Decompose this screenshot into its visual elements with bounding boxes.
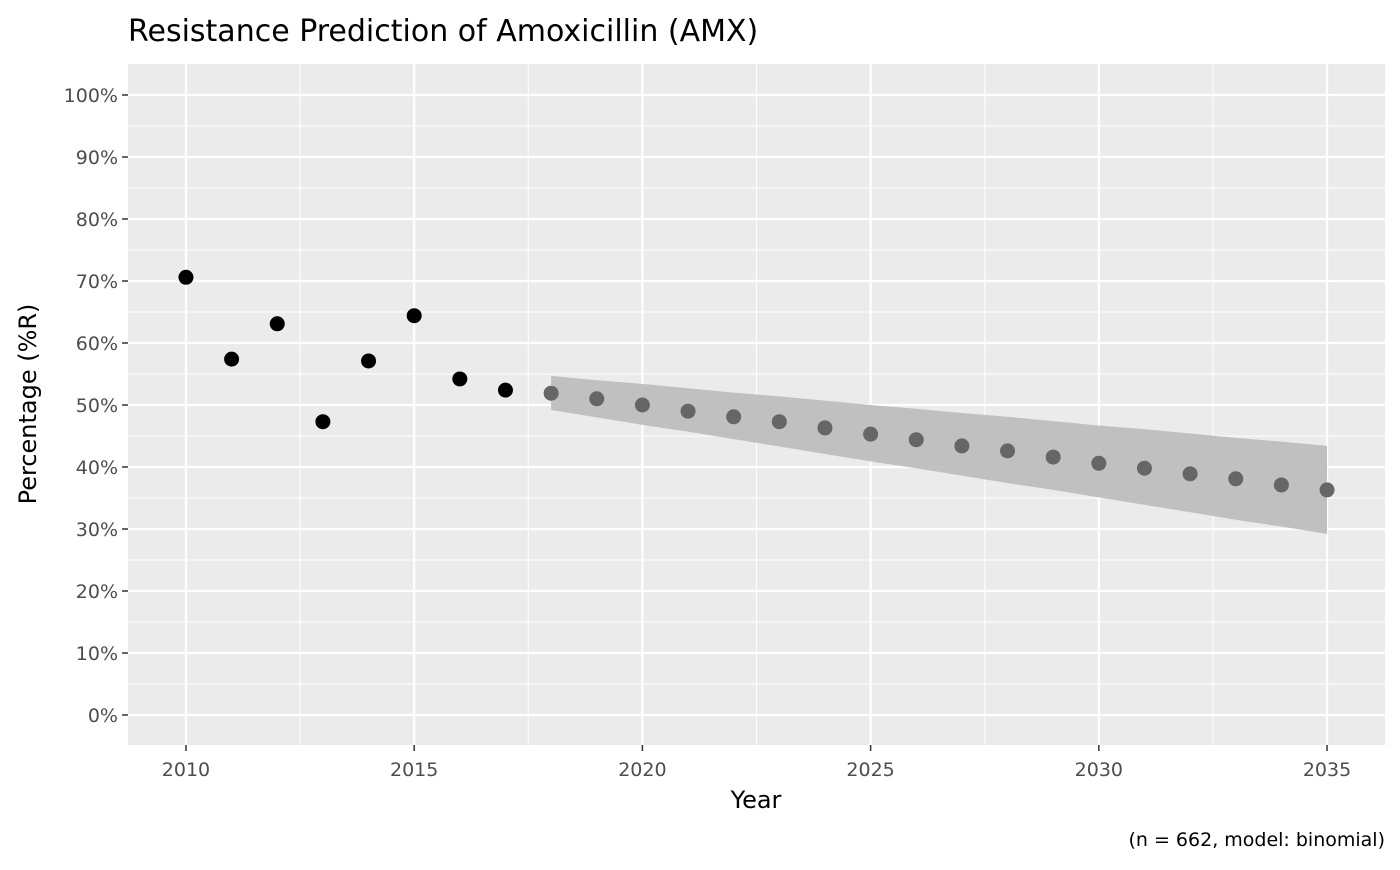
data-points [178, 269, 1335, 498]
observed-point [178, 269, 194, 285]
y-tick-label: 60% [76, 333, 118, 355]
observed-point [315, 414, 331, 430]
observed-point [361, 353, 377, 369]
predicted-point [1273, 477, 1289, 493]
predicted-point [1228, 471, 1244, 487]
x-tick-label: 2030 [1075, 759, 1123, 781]
x-tick-label: 2015 [390, 759, 438, 781]
observed-point [452, 371, 468, 387]
predicted-point [680, 403, 696, 419]
chart-title: Resistance Prediction of Amoxicillin (AM… [128, 14, 758, 49]
predicted-point [1182, 466, 1198, 482]
predicted-point [771, 414, 787, 430]
observed-point [224, 351, 240, 367]
predicted-point [634, 397, 650, 413]
y-axis-label: Percentage (%R) [14, 304, 42, 505]
predicted-point [1136, 460, 1152, 476]
x-tick-label: 2020 [618, 759, 666, 781]
predicted-point [1045, 449, 1061, 465]
predicted-point [726, 409, 742, 425]
predicted-point [908, 432, 924, 448]
y-tick-label: 30% [76, 519, 118, 541]
y-tick-label: 100% [64, 85, 118, 107]
predicted-point [1000, 443, 1016, 459]
y-tick-label: 70% [76, 271, 118, 293]
predicted-point [589, 391, 605, 407]
observed-point [269, 316, 285, 332]
x-axis-label: Year [730, 786, 782, 814]
y-tick-label: 10% [76, 643, 118, 665]
y-tick-label: 50% [76, 395, 118, 417]
x-tick-label: 2025 [846, 759, 894, 781]
predicted-point [1091, 455, 1107, 471]
confidence-ribbon [551, 375, 1328, 534]
y-tick-label: 40% [76, 457, 118, 479]
x-tick-label: 2010 [162, 759, 210, 781]
observed-point [406, 308, 422, 324]
y-tick-label: 80% [76, 209, 118, 231]
y-axis: 0% 10% 20% 30% 40% 50% 60% 70% 80% 90% 100% [64, 85, 128, 727]
observed-point [497, 382, 513, 398]
ribbon-area [551, 375, 1328, 534]
predicted-point [543, 385, 559, 401]
predicted-point [1319, 482, 1335, 498]
y-tick-label: 90% [76, 147, 118, 169]
y-tick-label: 20% [76, 581, 118, 603]
predicted-point [817, 420, 833, 436]
y-tick-label: 0% [88, 705, 118, 727]
caption: (n = 662, model: binomial) [1128, 829, 1385, 851]
predicted-point [954, 438, 970, 454]
predicted-point [863, 426, 879, 442]
x-axis: 2010 2015 2020 2025 2030 2035 [162, 745, 1351, 781]
x-tick-label: 2035 [1303, 759, 1351, 781]
